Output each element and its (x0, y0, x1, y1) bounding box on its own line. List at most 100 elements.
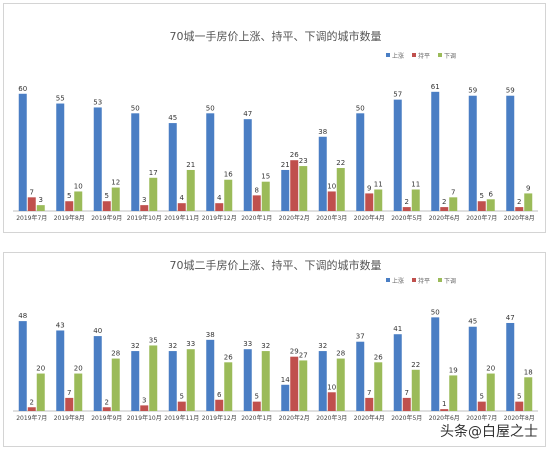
bar (524, 193, 533, 211)
bar (515, 207, 524, 211)
data-label: 27 (299, 351, 308, 359)
data-label: 11 (374, 181, 383, 189)
bar (102, 201, 111, 211)
bar (299, 166, 308, 211)
data-label: 55 (56, 95, 65, 103)
data-label: 2 (517, 198, 521, 206)
bar (111, 187, 120, 211)
bar (468, 326, 477, 411)
data-label: 5 (180, 393, 184, 401)
legend-label: 上涨 (392, 277, 404, 285)
data-label: 47 (243, 110, 252, 118)
data-label: 11 (411, 181, 420, 189)
bar (431, 91, 440, 211)
bar (168, 123, 177, 211)
bar (36, 373, 45, 411)
data-label: 17 (149, 169, 158, 177)
bar (374, 189, 383, 211)
category-label: 2020年6月 (429, 414, 460, 422)
bar (486, 199, 495, 211)
data-label: 32 (131, 342, 140, 350)
bar (111, 358, 120, 411)
chart-title: 70城一手房价上涨、持平、下调的城市数量 (170, 29, 382, 43)
category-label: 2020年3月 (316, 214, 347, 222)
bar (206, 113, 215, 211)
data-label: 33 (243, 340, 252, 348)
bar (56, 103, 65, 211)
data-label: 19 (449, 366, 458, 374)
data-label: 2 (405, 198, 409, 206)
bar (27, 197, 36, 211)
category-label: 2020年6月 (429, 214, 460, 222)
legend-swatch (438, 278, 442, 282)
data-label: 61 (431, 83, 440, 91)
data-label: 3 (39, 196, 43, 204)
data-label: 18 (524, 368, 533, 376)
bar (336, 168, 345, 211)
data-label: 59 (468, 87, 477, 95)
data-label: 5 (480, 393, 484, 401)
bar (252, 195, 261, 211)
bar (327, 392, 336, 411)
data-label: 8 (255, 186, 259, 194)
category-label: 2019年11月 (164, 214, 199, 222)
bar (506, 95, 515, 211)
data-label: 7 (67, 389, 71, 397)
bar (299, 360, 308, 411)
category-label: 2019年10月 (127, 214, 162, 222)
data-label: 7 (367, 389, 371, 397)
bar (149, 177, 158, 211)
category-label: 2019年8月 (54, 214, 85, 222)
legend-swatch (438, 53, 442, 57)
bar (486, 373, 495, 411)
data-label: 48 (18, 312, 27, 320)
bar (36, 205, 45, 211)
category-label: 2019年8月 (54, 414, 85, 422)
data-label: 2 (105, 398, 109, 406)
data-label: 26 (224, 353, 233, 361)
data-label: 43 (56, 321, 65, 329)
bar (131, 113, 140, 211)
data-label: 6 (217, 391, 222, 399)
bar (243, 349, 252, 411)
category-label: 2020年8月 (504, 414, 535, 422)
data-label: 38 (206, 331, 215, 339)
data-label: 50 (356, 104, 365, 112)
bar (477, 401, 486, 411)
legend-label: 上涨 (392, 52, 404, 60)
category-label: 2020年1月 (241, 414, 272, 422)
data-label: 16 (224, 171, 233, 179)
bar (140, 405, 149, 411)
data-label: 3 (142, 196, 146, 204)
data-label: 41 (393, 325, 402, 333)
data-label: 53 (93, 98, 102, 106)
bar (449, 375, 458, 411)
data-label: 7 (451, 188, 455, 196)
data-label: 7 (405, 389, 409, 397)
data-label: 22 (336, 159, 345, 167)
data-label: 45 (168, 114, 177, 122)
bar (74, 191, 83, 211)
bar (477, 201, 486, 211)
bar (186, 169, 195, 211)
data-label: 45 (468, 318, 477, 326)
category-label: 2019年9月 (91, 214, 122, 222)
category-label: 2020年2月 (279, 414, 310, 422)
legend-swatch (386, 278, 390, 282)
bar (356, 113, 365, 211)
data-label: 59 (506, 87, 515, 95)
bar (449, 197, 458, 211)
bar (224, 179, 233, 211)
data-label: 21 (281, 161, 290, 169)
data-label: 28 (336, 350, 345, 358)
bar (18, 321, 27, 411)
data-label: 23 (299, 157, 308, 165)
bar (102, 407, 111, 411)
data-label: 7 (30, 188, 34, 196)
category-label: 2019年9月 (91, 414, 122, 422)
data-label: 9 (526, 184, 530, 192)
data-label: 26 (374, 353, 383, 361)
data-label: 2 (30, 398, 34, 406)
bar (411, 189, 420, 211)
